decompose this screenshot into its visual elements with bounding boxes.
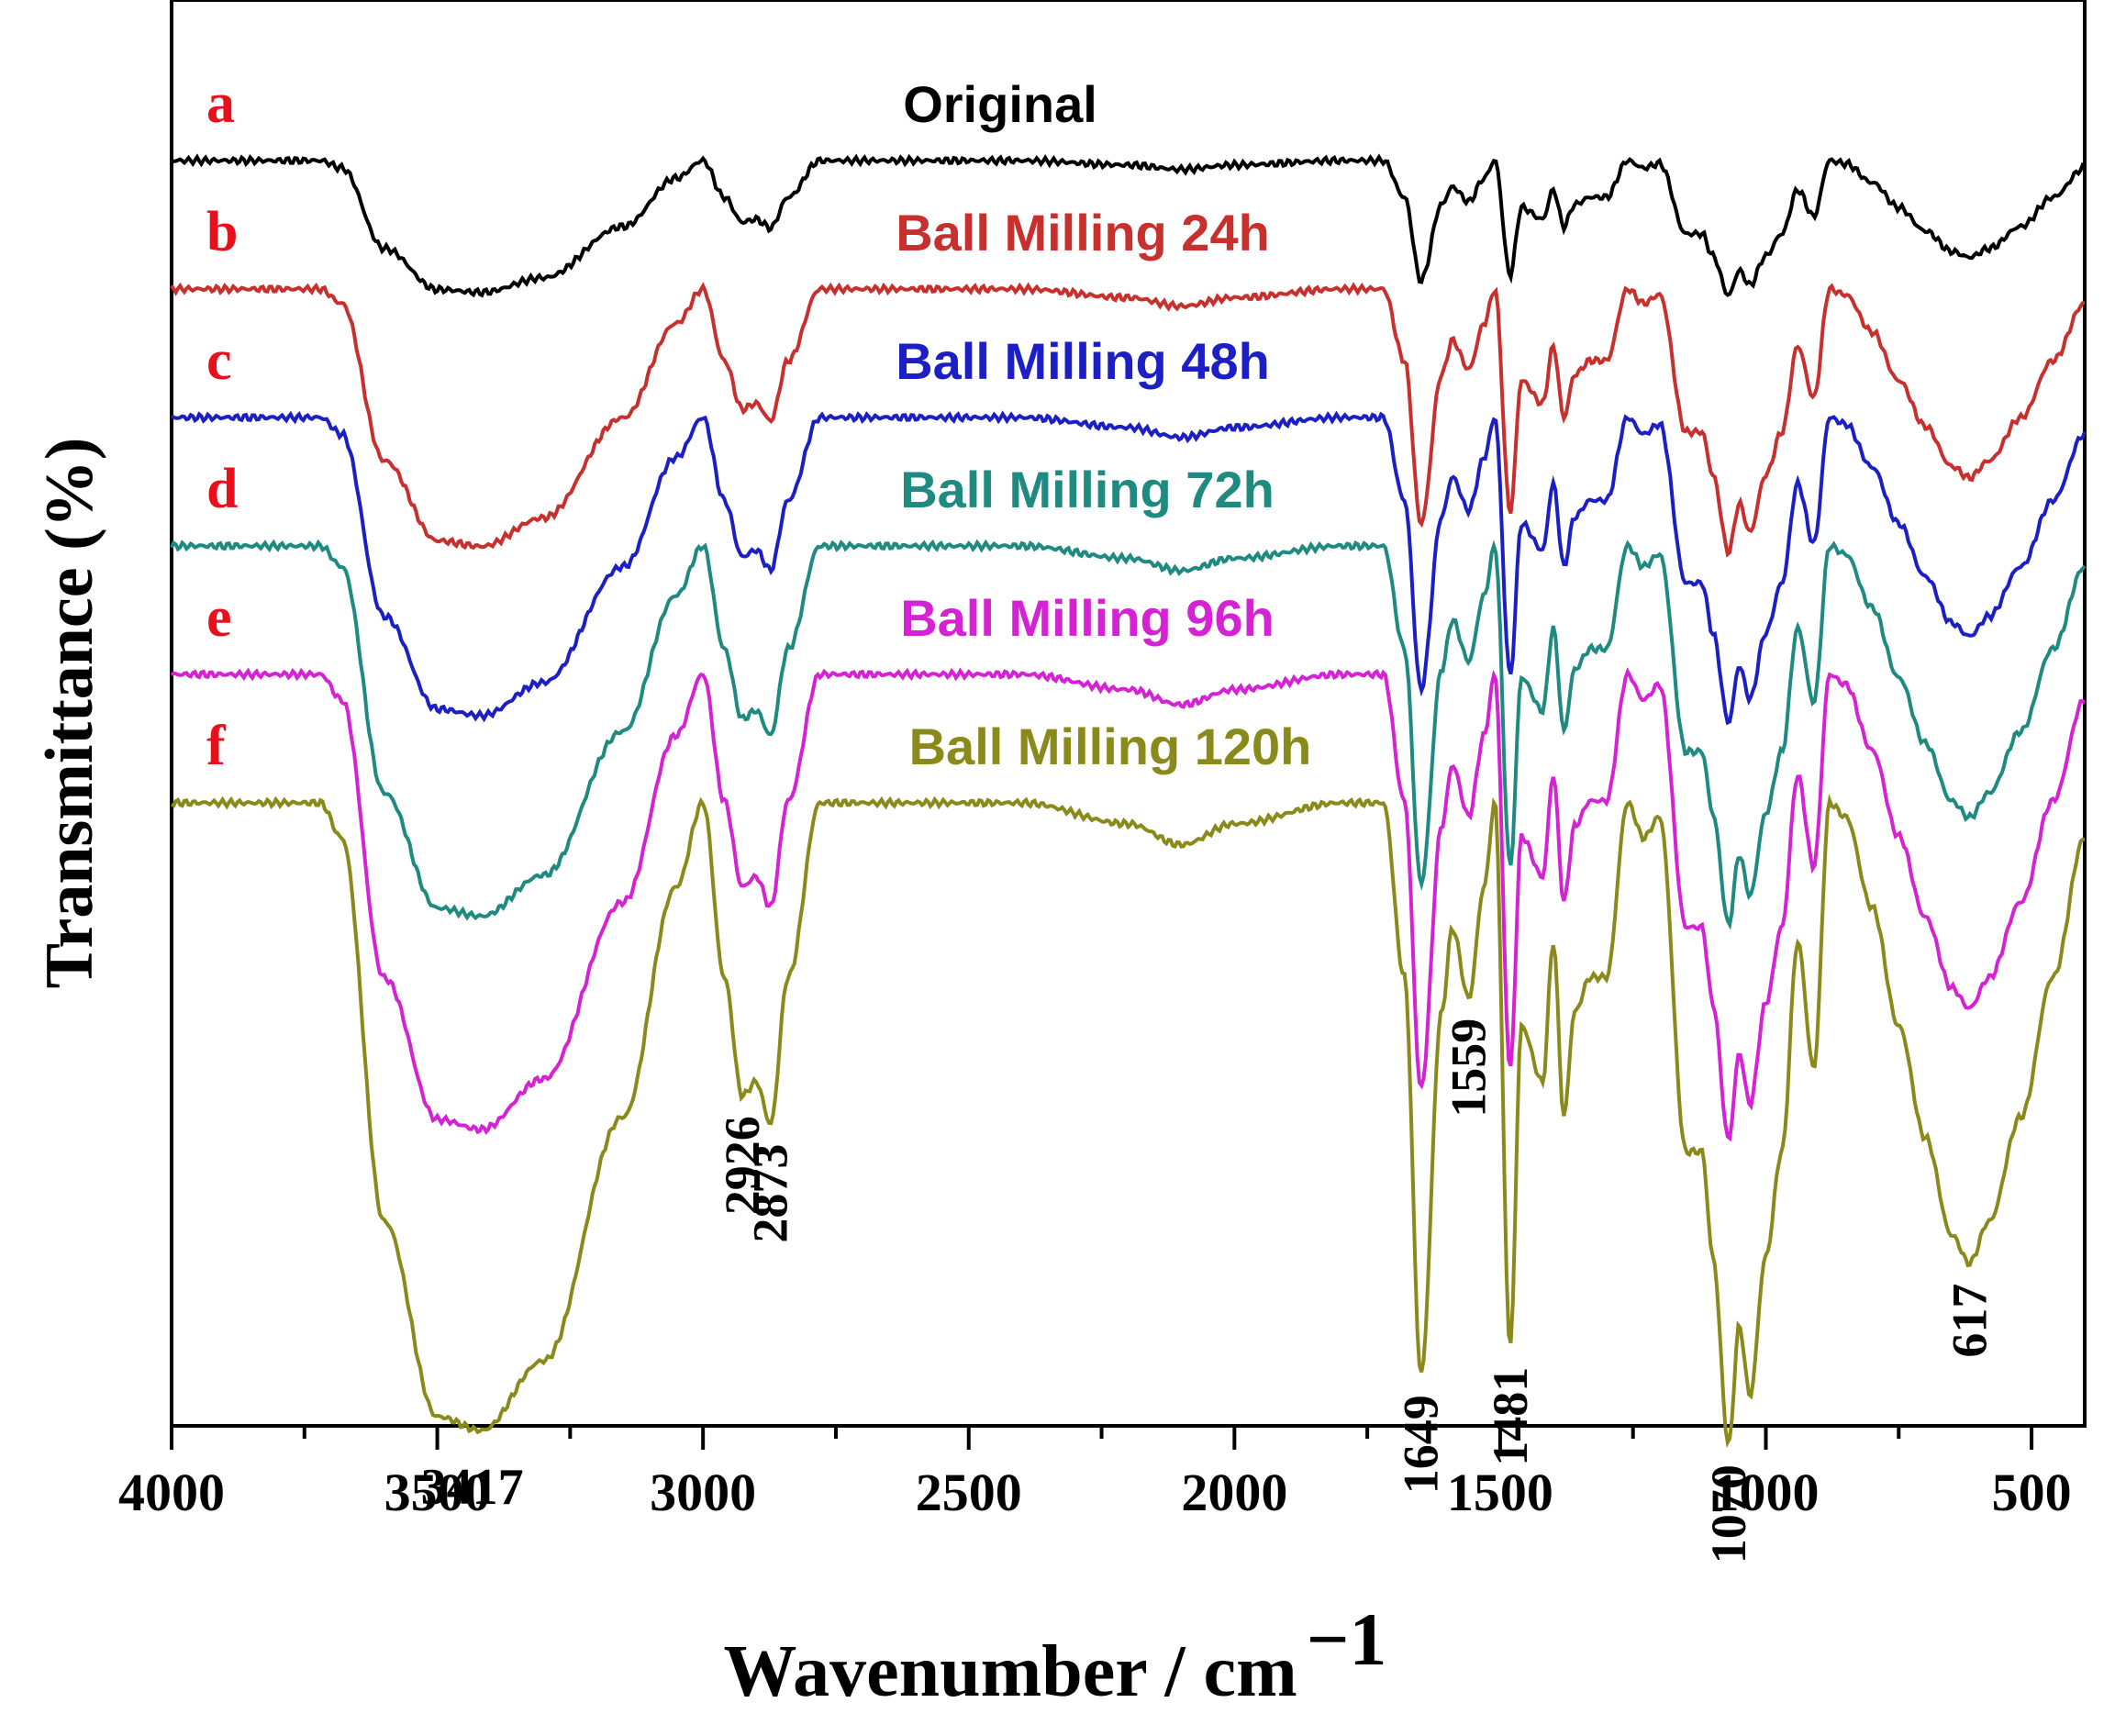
- series-letter-e: e: [206, 586, 232, 649]
- x-tick-label-3500: 3500: [384, 1463, 491, 1522]
- peak-label-2926: 2926: [715, 1116, 770, 1215]
- peak-label-3417: 3417: [421, 1459, 524, 1516]
- peak-label-2873: 2873: [743, 1144, 798, 1243]
- series-line-f: [170, 793, 2086, 1449]
- x-axis-ticks: 4000 3500 3000 2500 2000 1500 1000 500: [118, 1426, 2072, 1522]
- series-name-e: Ball Milling 96h: [900, 589, 1274, 647]
- series-letter-d: d: [206, 458, 238, 520]
- y-axis-title: Transmittance (%): [32, 438, 107, 989]
- peak-label-1070: 1070: [1701, 1464, 1756, 1564]
- x-tick-label-3000: 3000: [650, 1463, 756, 1522]
- series-line-e: [170, 667, 2087, 1142]
- x-tick-label-2000: 2000: [1181, 1463, 1287, 1522]
- series-line-a: [171, 153, 2087, 298]
- series-line-c: [171, 410, 2087, 726]
- series-name-c: Ball Milling 48h: [896, 332, 1270, 390]
- plot-frame: [170, 0, 2087, 1428]
- x-tick-label-4000: 4000: [118, 1463, 225, 1522]
- series-name-b: Ball Milling 24h: [896, 204, 1270, 262]
- x-axis-title-exponent: −1: [1307, 1597, 1387, 1681]
- peak-label-1649: 1649: [1394, 1395, 1449, 1494]
- series-line-d: [170, 539, 2087, 930]
- series-name-a: Original: [903, 75, 1097, 133]
- series-letter-f: f: [206, 715, 227, 777]
- peak-label-1559: 1559: [1441, 1018, 1497, 1118]
- series-layer: [170, 153, 2087, 1449]
- series-letter-a: a: [206, 72, 235, 135]
- peak-label-1481: 1481: [1483, 1367, 1538, 1466]
- series-letter-c: c: [206, 329, 232, 392]
- series-line-b: [170, 282, 2086, 558]
- series-letter-b: b: [206, 201, 238, 263]
- series-name-d: Ball Milling 72h: [900, 461, 1274, 518]
- x-tick-label-1500: 1500: [1447, 1463, 1553, 1522]
- series-name-f: Ball Milling 120h: [909, 718, 1312, 775]
- peak-label-617: 617: [1942, 1284, 1997, 1358]
- x-tick-label-1000: 1000: [1713, 1463, 1820, 1522]
- series-labels: a Original b Ball Milling 24h c Ball Milling …: [206, 72, 1311, 777]
- x-tick-label-2500: 2500: [916, 1463, 1022, 1522]
- x-axis-title-text: Wavenumber / cm: [724, 1631, 1297, 1712]
- x-tick-label-500: 500: [1992, 1463, 2072, 1522]
- x-axis-title: Wavenumber / cm −1: [724, 1597, 1387, 1712]
